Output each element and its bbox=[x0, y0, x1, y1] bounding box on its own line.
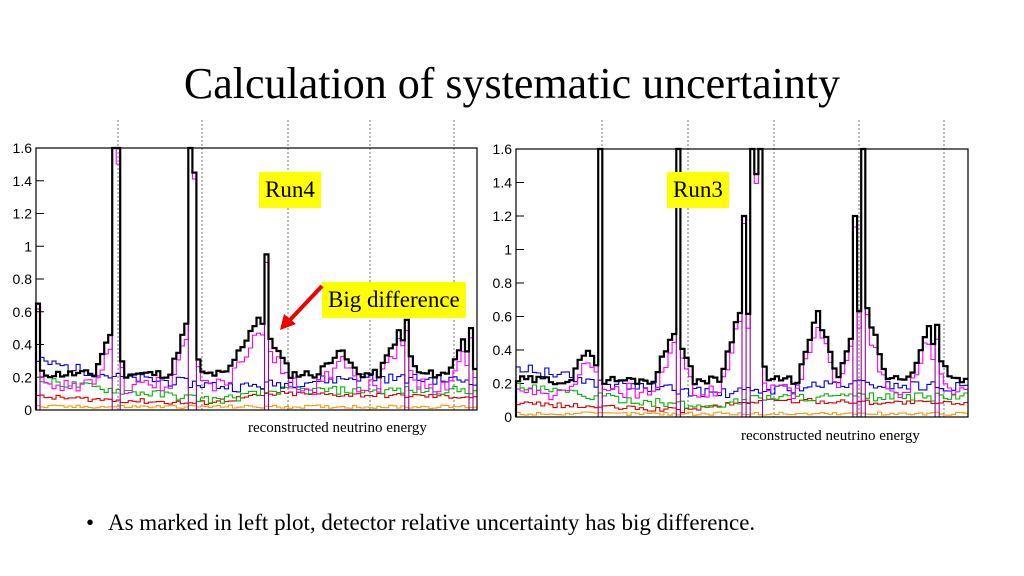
right-x-axis-label: reconstructed neutrino energy bbox=[741, 428, 920, 444]
y-tick-label-0: 0 bbox=[24, 402, 32, 418]
y-tick-label-2: 0.4 bbox=[13, 337, 33, 353]
red-arrow-icon bbox=[280, 284, 324, 330]
y-tick-label-1: 0.2 bbox=[13, 369, 33, 385]
y-tick-label-0: 0 bbox=[504, 409, 512, 424]
y-tick-label-4: 0.8 bbox=[13, 271, 33, 287]
bullet-point: • As marked in left plot, detector relati… bbox=[86, 510, 755, 536]
y-tick-label-7: 1.4 bbox=[13, 173, 33, 189]
series-line-1 bbox=[515, 148, 968, 417]
right-plot-svg: 0 0.2 0.4 0.6 0.8 1 1.2 1.4 1.6 bbox=[493, 120, 969, 424]
y-tick-label-5: 1 bbox=[504, 242, 512, 258]
y-tick-label-4: 0.8 bbox=[493, 275, 513, 291]
left-x-axis-label: reconstructed neutrino energy bbox=[248, 420, 427, 436]
series-line-1 bbox=[35, 147, 477, 410]
y-tick-label-6: 1.2 bbox=[493, 208, 513, 224]
series-line-6 bbox=[35, 404, 477, 410]
y-tick-label-5: 1 bbox=[24, 238, 32, 254]
slide-title: Calculation of systematic uncertainty bbox=[183, 59, 841, 108]
run4-label: Run4 bbox=[259, 172, 321, 208]
y-tick-label-8: 1.6 bbox=[13, 140, 33, 156]
y-tick-label-8: 1.6 bbox=[493, 141, 513, 157]
series-line-0 bbox=[34, 146, 477, 410]
plot-frame bbox=[515, 148, 969, 418]
y-tick-label-7: 1.4 bbox=[493, 175, 513, 191]
right-plot: 0 0.2 0.4 0.6 0.8 1 1.2 1.4 1.6 bbox=[480, 118, 980, 424]
left-plot: 0 0.2 0.4 0.6 0.8 1 1.2 1.4 1.6 bbox=[0, 118, 490, 418]
series-line-3 bbox=[35, 356, 477, 410]
series-line-0 bbox=[514, 147, 968, 417]
series-line-4 bbox=[35, 376, 477, 410]
left-plot-svg: 0 0.2 0.4 0.6 0.8 1 1.2 1.4 1.6 bbox=[13, 120, 478, 418]
y-tick-label-1: 0.2 bbox=[493, 376, 513, 392]
y-tick-label-3: 0.6 bbox=[13, 304, 33, 320]
plot-frame bbox=[35, 147, 478, 411]
bullet-dot-icon: • bbox=[86, 510, 95, 535]
y-tick-label-2: 0.4 bbox=[493, 342, 513, 358]
y-tick-label-6: 1.2 bbox=[13, 206, 33, 222]
y-tick-label-3: 0.6 bbox=[493, 309, 513, 325]
bullet-text: As marked in left plot, detector relativ… bbox=[108, 510, 756, 535]
big-difference-annotation: Big difference bbox=[322, 282, 466, 318]
run3-label: Run3 bbox=[667, 172, 729, 208]
